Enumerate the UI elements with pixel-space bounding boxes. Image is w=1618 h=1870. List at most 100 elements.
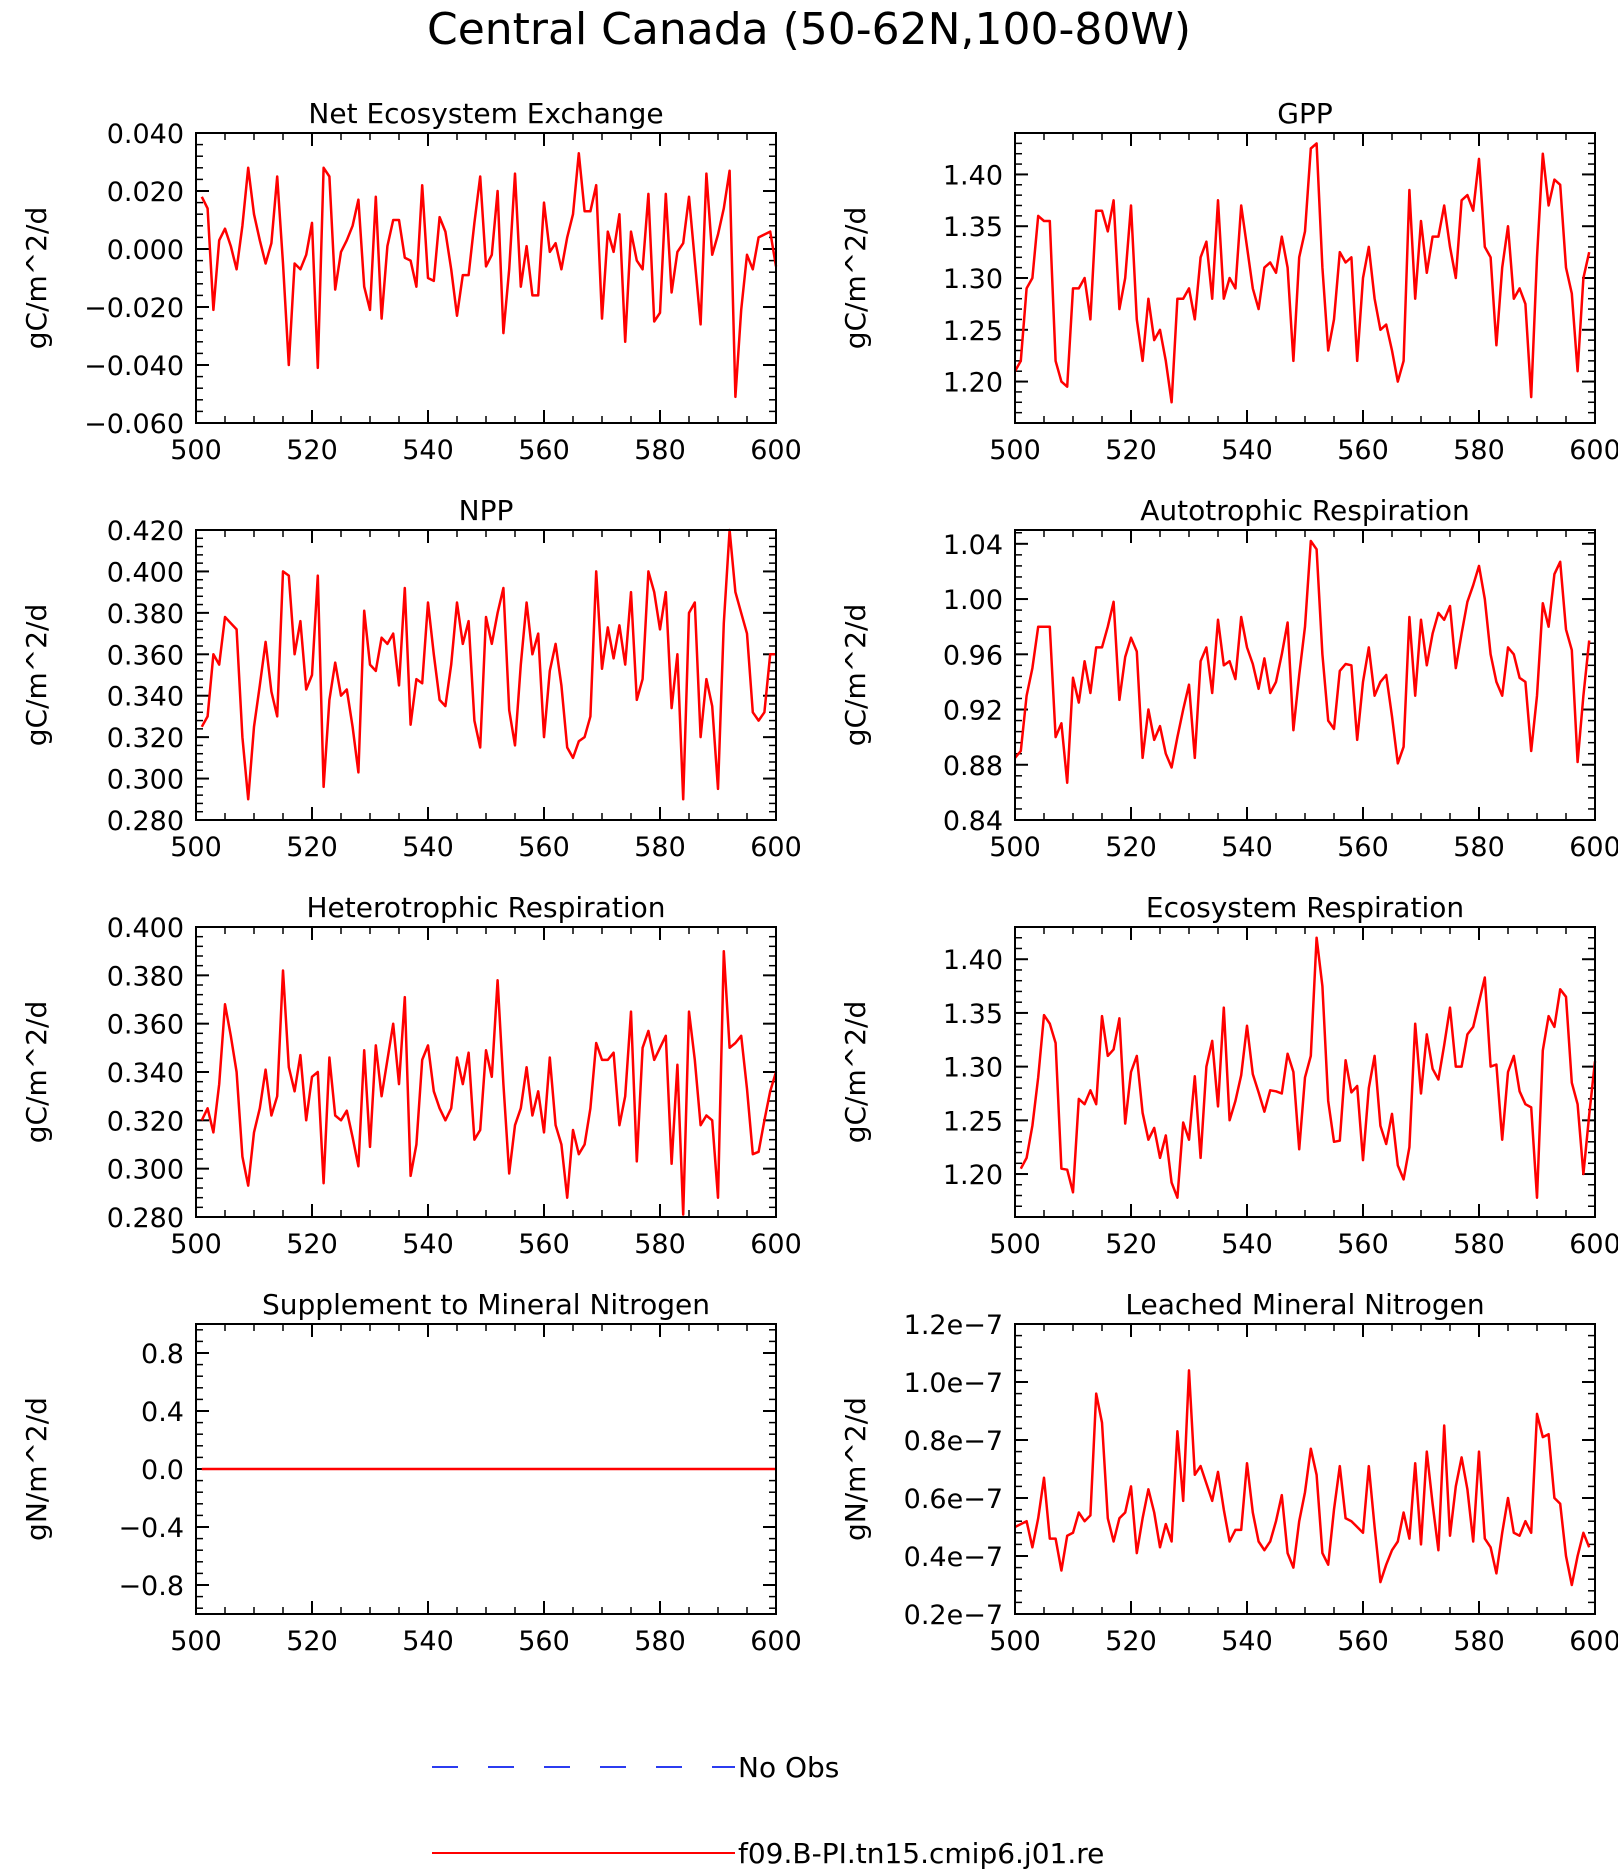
y-tick-label: 1.35 <box>943 212 1003 243</box>
plot-frame <box>1014 132 1596 424</box>
x-tick-label: 600 <box>750 1229 802 1260</box>
chart-panel-2: GPP 500 520 540 560 580 600 1.20 1.25 1.30 1.35 1.4… <box>839 97 1618 466</box>
x-tick-label: 500 <box>989 1229 1041 1260</box>
legend-label-model: f09.B-PI.tn15.cmip6.j01.re <box>738 1837 1104 1870</box>
y-axis-label: gN/m^2/d <box>20 1397 53 1541</box>
y-tick-label: 1.30 <box>943 1053 1003 1084</box>
x-tick-label: 520 <box>286 1229 338 1260</box>
y-tick-label: −0.020 <box>84 293 184 324</box>
x-tick-label: 520 <box>1105 832 1157 863</box>
x-tick-label: 540 <box>1221 1626 1273 1657</box>
panels: Net Ecosystem Exchange 500 520 540 560 580 600… <box>20 97 1618 1657</box>
y-tick-label: 0.380 <box>107 961 184 992</box>
series-line <box>200 528 776 801</box>
y-tick-label: 1.00 <box>943 585 1003 616</box>
y-axis-label: gC/m^2/d <box>839 1001 872 1144</box>
chart-panel-5: Heterotrophic Respiration 500 520 540 560 580… <box>20 891 802 1260</box>
y-tick-label: 1.04 <box>943 530 1003 561</box>
y-axis-label: gN/m^2/d <box>839 1397 872 1541</box>
x-tick-label: 580 <box>634 1229 686 1260</box>
y-tick-label: 0.360 <box>107 1010 184 1041</box>
y-tick-label: 0.400 <box>107 557 184 588</box>
y-tick-label: 1.2e−7 <box>904 1310 1003 1341</box>
y-tick-label: 1.25 <box>943 316 1003 347</box>
y-tick-label: 0.4e−7 <box>904 1542 1003 1573</box>
x-tick-label: 580 <box>1453 1626 1505 1657</box>
x-tick-label: 540 <box>1221 435 1273 466</box>
y-tick-label: −0.8 <box>118 1571 184 1602</box>
y-tick-label: 1.25 <box>943 1106 1003 1137</box>
plot-frame <box>195 926 777 1218</box>
x-tick-label: 520 <box>1105 1626 1157 1657</box>
y-tick-label: 0.320 <box>107 1106 184 1137</box>
y-tick-label: 1.30 <box>943 264 1003 295</box>
x-tick-label: 500 <box>170 435 222 466</box>
x-tick-label: 540 <box>402 832 454 863</box>
x-tick-label: 560 <box>518 435 570 466</box>
x-tick-label: 560 <box>1337 1229 1389 1260</box>
series-line <box>1013 142 1591 404</box>
panel-title: GPP <box>1277 97 1332 130</box>
x-tick-label: 520 <box>286 435 338 466</box>
y-tick-label: 0.300 <box>107 1155 184 1186</box>
x-tick-label: 500 <box>989 435 1041 466</box>
y-tick-label: 0.320 <box>107 723 184 754</box>
y-axis-label: gC/m^2/d <box>839 207 872 350</box>
y-tick-label: 0.300 <box>107 765 184 796</box>
x-tick-label: 600 <box>750 832 802 863</box>
x-tick-label: 600 <box>1569 435 1618 466</box>
x-tick-label: 580 <box>1453 1229 1505 1260</box>
panel-title: Net Ecosystem Exchange <box>308 97 663 130</box>
y-tick-label: 1.40 <box>943 945 1003 976</box>
y-tick-label: 0.020 <box>107 177 184 208</box>
y-tick-label: 0.0 <box>141 1455 184 1486</box>
y-axis-label: gC/m^2/d <box>839 604 872 747</box>
x-tick-label: 520 <box>1105 435 1157 466</box>
y-tick-label: 0.340 <box>107 682 184 713</box>
chart-panel-3: NPP 500 520 540 560 580 600 0.280 0.300 0.320 0.34… <box>20 494 802 863</box>
y-tick-label: 1.0e−7 <box>904 1368 1003 1399</box>
y-tick-label: 1.35 <box>943 999 1003 1030</box>
x-tick-label: 580 <box>634 1626 686 1657</box>
x-tick-label: 600 <box>1569 1626 1618 1657</box>
y-tick-label: 0.6e−7 <box>904 1484 1003 1515</box>
y-tick-label: −0.4 <box>118 1513 184 1544</box>
chart-panel-6: Ecosystem Respiration 500 520 540 560 580 600 1… <box>839 891 1618 1260</box>
chart-panel-4: Autotrophic Respiration 500 520 540 560 580 60… <box>839 494 1618 863</box>
series-line <box>1014 1369 1591 1587</box>
x-tick-label: 580 <box>634 832 686 863</box>
x-tick-label: 560 <box>1337 435 1389 466</box>
y-tick-label: 0.92 <box>943 696 1003 727</box>
series-line <box>200 152 778 399</box>
legend: No Obs f09.B-PI.tn15.cmip6.j01.re <box>432 1751 1104 1870</box>
x-tick-label: 560 <box>1337 832 1389 863</box>
x-tick-label: 500 <box>170 832 222 863</box>
x-tick-label: 560 <box>518 832 570 863</box>
panel-title: Supplement to Mineral Nitrogen <box>262 1288 710 1321</box>
y-axis-label: gC/m^2/d <box>20 207 53 350</box>
x-tick-label: 520 <box>286 1626 338 1657</box>
x-tick-label: 560 <box>518 1229 570 1260</box>
y-tick-label: 0.8e−7 <box>904 1426 1003 1457</box>
chart-panel-8: Leached Mineral Nitrogen 500 520 540 560 580 6… <box>839 1288 1618 1657</box>
y-axis-label: gC/m^2/d <box>20 604 53 747</box>
x-tick-label: 560 <box>1337 1626 1389 1657</box>
y-tick-label: 1.20 <box>943 1160 1003 1191</box>
legend-label-no-obs: No Obs <box>738 1751 839 1784</box>
y-tick-label: 0.420 <box>107 516 184 547</box>
x-tick-label: 580 <box>1453 435 1505 466</box>
plot-frame <box>195 132 777 424</box>
series-line <box>200 949 778 1216</box>
y-tick-label: 0.400 <box>107 913 184 944</box>
x-tick-label: 540 <box>1221 832 1273 863</box>
y-tick-label: 0.8 <box>141 1339 184 1370</box>
y-tick-label: 0.280 <box>107 806 184 837</box>
y-tick-label: 0.280 <box>107 1203 184 1234</box>
plot-frame <box>195 529 777 821</box>
y-tick-label: 0.84 <box>943 806 1003 837</box>
panel-title: Leached Mineral Nitrogen <box>1125 1288 1484 1321</box>
x-tick-label: 540 <box>402 1626 454 1657</box>
x-tick-label: 500 <box>989 1626 1041 1657</box>
y-tick-label: 1.20 <box>943 368 1003 399</box>
